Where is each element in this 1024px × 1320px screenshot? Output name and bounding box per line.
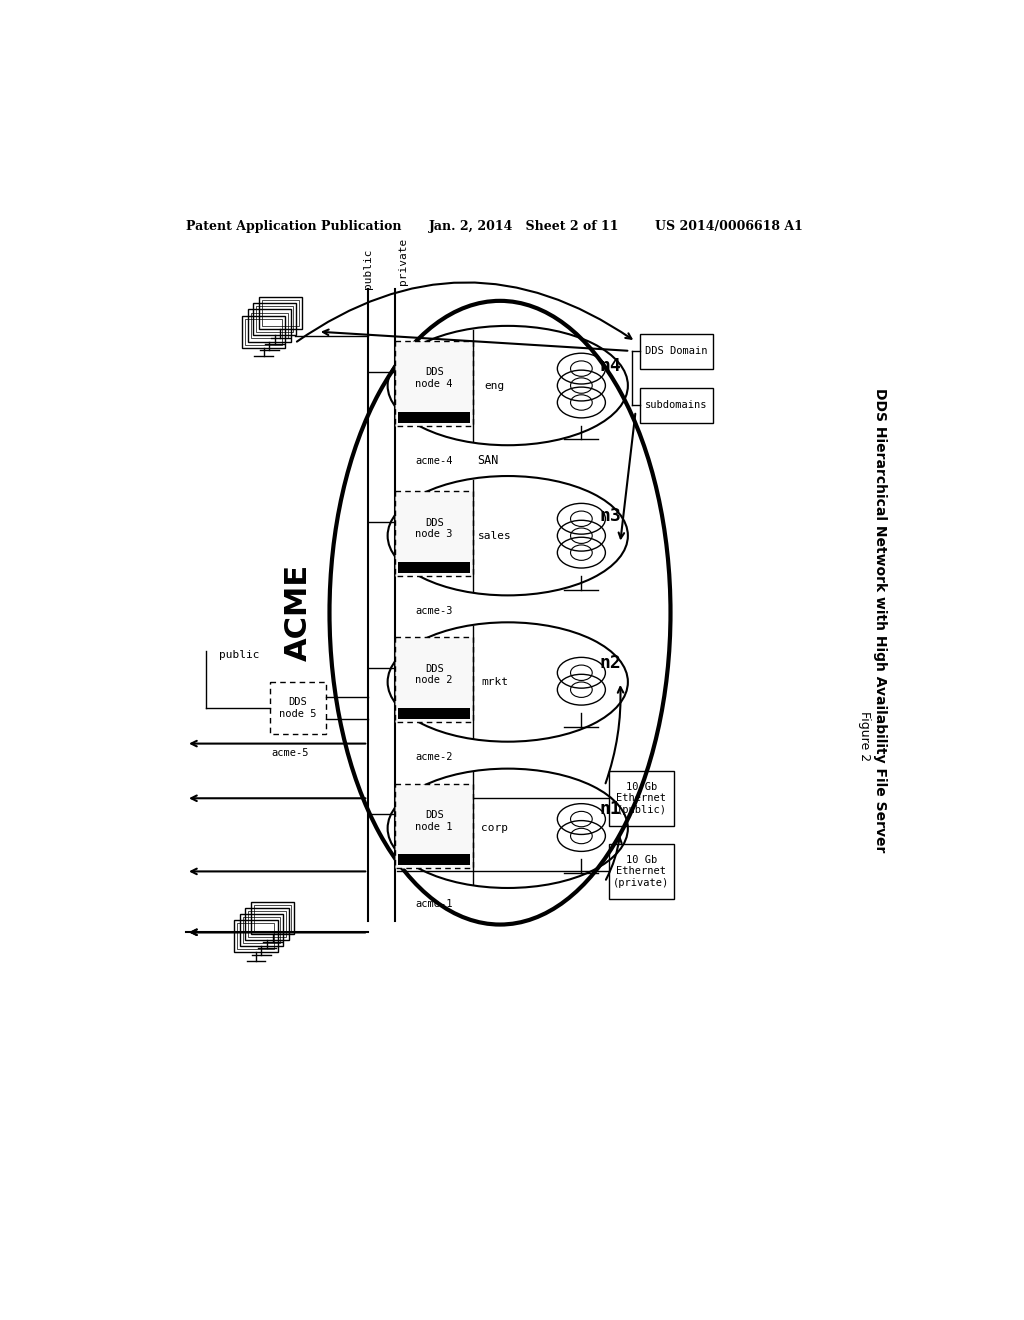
- Text: DDS
node 5: DDS node 5: [279, 697, 316, 719]
- Text: acme-3: acme-3: [416, 606, 453, 616]
- Bar: [395, 341, 473, 425]
- Text: acme-5: acme-5: [271, 748, 308, 758]
- Bar: [240, 913, 284, 946]
- Bar: [640, 388, 713, 422]
- Text: Jan. 2, 2014   Sheet 2 of 11: Jan. 2, 2014 Sheet 2 of 11: [429, 219, 620, 232]
- Bar: [608, 771, 675, 826]
- Bar: [251, 313, 288, 338]
- Bar: [242, 315, 286, 347]
- Bar: [640, 334, 713, 368]
- Text: subdomains: subdomains: [645, 400, 708, 411]
- Bar: [246, 908, 289, 940]
- Bar: [248, 309, 291, 342]
- Bar: [398, 854, 470, 866]
- Text: DDS
node 1: DDS node 1: [416, 810, 453, 832]
- Text: public: public: [219, 649, 260, 660]
- Text: SAN: SAN: [477, 454, 498, 467]
- Text: public: public: [364, 248, 374, 289]
- Bar: [245, 318, 283, 345]
- Bar: [395, 784, 473, 869]
- Text: sales: sales: [478, 531, 511, 541]
- Bar: [238, 923, 274, 949]
- Bar: [398, 708, 470, 719]
- Text: eng: eng: [484, 380, 505, 391]
- Text: DDS Hierarchical Network with High Availability File Server: DDS Hierarchical Network with High Avail…: [872, 388, 887, 853]
- Text: corp: corp: [481, 824, 508, 833]
- Text: DDS Domain: DDS Domain: [645, 346, 708, 356]
- Text: 10 Gb
Ethernet
(public): 10 Gb Ethernet (public): [616, 781, 667, 814]
- Text: n4: n4: [600, 358, 622, 375]
- Bar: [608, 843, 675, 899]
- Text: US 2014/0006618 A1: US 2014/0006618 A1: [655, 219, 803, 232]
- Text: ACME: ACME: [284, 564, 313, 661]
- Text: DDS
node 4: DDS node 4: [416, 367, 453, 389]
- Bar: [254, 904, 291, 931]
- Bar: [398, 562, 470, 573]
- Text: Patent Application Publication: Patent Application Publication: [186, 219, 401, 232]
- Text: mrkt: mrkt: [481, 677, 508, 686]
- Bar: [243, 917, 280, 942]
- Bar: [251, 902, 294, 933]
- Text: acme-1: acme-1: [416, 899, 453, 908]
- Bar: [253, 304, 297, 335]
- Text: Figure 2: Figure 2: [858, 711, 870, 760]
- Bar: [395, 491, 473, 576]
- Text: private: private: [398, 238, 409, 285]
- Bar: [249, 911, 286, 937]
- Text: n2: n2: [600, 653, 622, 672]
- Text: DDS
node 3: DDS node 3: [416, 517, 453, 539]
- Text: acme-4: acme-4: [416, 455, 453, 466]
- Bar: [234, 920, 278, 952]
- Bar: [256, 306, 294, 333]
- Bar: [259, 297, 302, 329]
- Text: n1: n1: [600, 800, 622, 818]
- Text: 10 Gb
Ethernet
(private): 10 Gb Ethernet (private): [613, 855, 670, 888]
- Bar: [262, 300, 299, 326]
- Text: n3: n3: [600, 507, 622, 525]
- Text: acme-2: acme-2: [416, 752, 453, 763]
- Bar: [395, 638, 473, 722]
- Bar: [270, 682, 326, 734]
- Bar: [398, 412, 470, 422]
- Text: DDS
node 2: DDS node 2: [416, 664, 453, 685]
